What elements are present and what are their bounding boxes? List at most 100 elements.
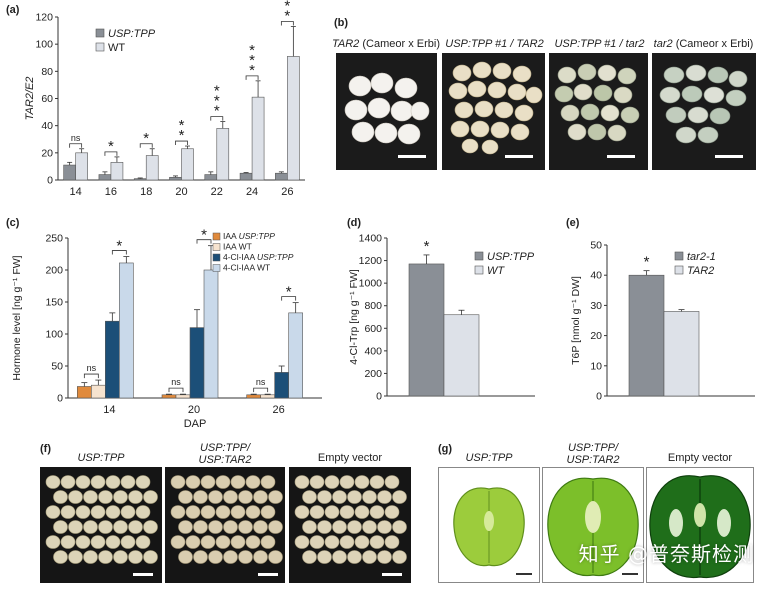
y-tick-label: 0 (376, 391, 382, 403)
photo-g1 (438, 467, 540, 583)
seed (75, 505, 91, 519)
photo-b1 (336, 53, 437, 170)
seed (302, 520, 317, 534)
legend-swatch (212, 264, 221, 272)
significance-label: ns (71, 133, 81, 143)
x-axis-label: DAP (184, 418, 207, 430)
bar (251, 96, 265, 181)
photo-b4 (652, 53, 756, 170)
seed (193, 520, 208, 534)
y-tick-label: 400 (364, 345, 382, 357)
photo-g3-title: Empty vector (667, 452, 733, 464)
seed (392, 550, 407, 564)
bar (175, 394, 191, 399)
significance-bracket (168, 387, 184, 393)
seed (347, 550, 362, 564)
seed (75, 535, 91, 549)
seed (369, 475, 385, 489)
y-tick-label: 0 (47, 175, 53, 187)
legend-label: 4-Cl-IAA USP:TPP (223, 252, 294, 262)
bar (189, 327, 205, 399)
photo-f1 (40, 467, 162, 583)
significance-bracket (83, 373, 99, 379)
y-tick-label: 120 (35, 12, 53, 24)
seed (309, 535, 325, 549)
seed (230, 505, 246, 519)
photo-f2-title: USP:TPP/ USP:TAR2 (198, 442, 252, 466)
y-tick-label: 0 (596, 391, 602, 403)
seed (260, 505, 276, 519)
seed (170, 535, 186, 549)
seed (98, 550, 113, 564)
seed (384, 475, 400, 489)
seed (302, 490, 317, 504)
seed (120, 535, 136, 549)
seed (362, 520, 377, 534)
seed (135, 505, 151, 519)
seed (68, 490, 83, 504)
significance-star: * (249, 62, 255, 79)
legend-label: USP:TPP (487, 251, 535, 263)
bar (628, 274, 665, 397)
seed (60, 475, 76, 489)
seed (369, 535, 385, 549)
legend-swatch (212, 232, 221, 241)
seed (384, 535, 400, 549)
seed (135, 475, 151, 489)
seed (178, 490, 193, 504)
seed (105, 505, 121, 519)
seed (113, 490, 128, 504)
photo-b4-title: tar2 (Cameor x Erbi) (653, 38, 754, 50)
legend-label: IAA USP:TPP (223, 231, 275, 241)
seed (185, 505, 201, 519)
panel-a-letter: (a) (6, 4, 20, 16)
significance-star: * (644, 254, 650, 271)
seed (332, 520, 347, 534)
y-tick-label: 50 (51, 361, 63, 373)
photo-b1-title: TAR2 (Cameor x Erbi) (332, 38, 440, 50)
legend-label: TAR2 (687, 265, 714, 277)
seed (294, 505, 310, 519)
seed (260, 475, 276, 489)
significance-bracket (69, 143, 83, 148)
seed (238, 490, 253, 504)
photo-g2 (542, 467, 644, 583)
seed (120, 475, 136, 489)
legend-swatch (95, 42, 105, 52)
significance-bracket (210, 116, 224, 121)
seed (253, 520, 268, 534)
legend-swatch (95, 28, 105, 38)
seed (238, 520, 253, 534)
seed (223, 490, 238, 504)
significance-star: * (179, 117, 185, 134)
seed (90, 535, 106, 549)
bar (63, 164, 76, 181)
photo-f2 (165, 467, 285, 583)
bar (275, 172, 288, 181)
seed (170, 505, 186, 519)
seed (347, 520, 362, 534)
significance-star: * (284, 8, 290, 25)
seed (324, 535, 340, 549)
bar (98, 174, 112, 181)
bar (119, 262, 134, 399)
significance-star: * (286, 284, 292, 301)
seed (45, 505, 61, 519)
significance-label: ns (171, 377, 181, 387)
photo-f3 (289, 467, 411, 583)
legend-swatch (212, 243, 221, 251)
seed (53, 490, 68, 504)
seed (230, 475, 246, 489)
seed (339, 505, 355, 519)
seed (208, 490, 223, 504)
seed (98, 490, 113, 504)
seed (215, 475, 231, 489)
bar (260, 394, 275, 399)
chart-c: 0 50 100 150 200 250 Hormone level [ng g⁻¹ FW]… (11, 227, 322, 430)
legend-swatch (474, 251, 484, 261)
significance-star: * (249, 42, 255, 59)
seed (83, 520, 98, 534)
bar (133, 178, 147, 181)
seed (245, 475, 261, 489)
y-tick-label: 40 (41, 120, 53, 132)
